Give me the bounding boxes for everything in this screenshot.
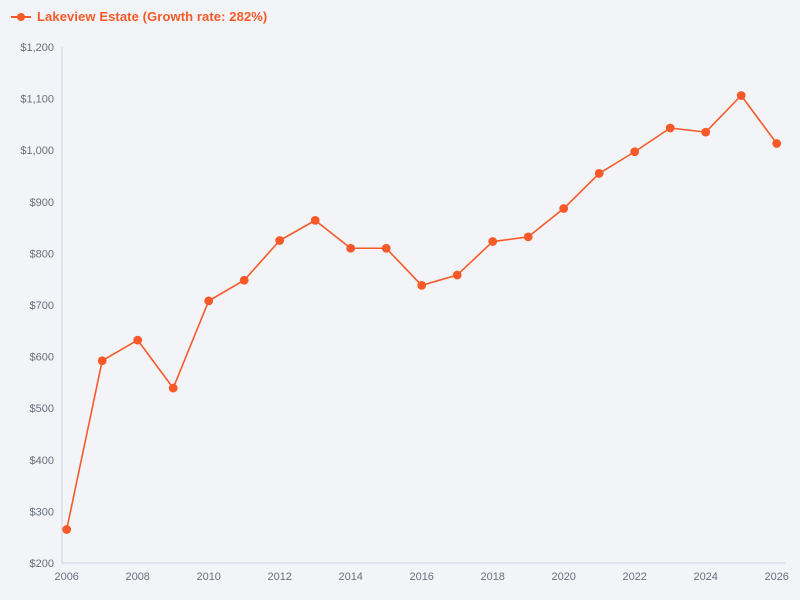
y-axis-tick-label: $400 — [30, 455, 54, 467]
data-point-2016[interactable] — [417, 280, 427, 290]
x-axis-tick-label: 2012 — [267, 571, 291, 583]
data-point-2014[interactable] — [346, 243, 356, 253]
data-point-2024[interactable] — [701, 127, 711, 137]
x-axis-tick-label: 2010 — [196, 571, 220, 583]
data-point-2012[interactable] — [275, 236, 285, 245]
x-axis-tick-label: 2014 — [338, 571, 362, 583]
data-point-2026[interactable] — [772, 139, 782, 148]
data-point-2015[interactable] — [381, 243, 391, 253]
data-point-2010[interactable] — [204, 296, 214, 306]
data-point-2013[interactable] — [310, 215, 320, 225]
y-axis-tick-label: $600 — [30, 352, 54, 364]
x-axis-tick-label: 2018 — [480, 571, 504, 583]
axis-lines — [61, 47, 785, 564]
data-point-2011[interactable] — [239, 275, 249, 285]
data-point-2021[interactable] — [594, 169, 604, 178]
legend-label: Lakeview Estate (Growth rate: 282%) — [37, 9, 268, 24]
x-axis-tick-label: 2026 — [764, 571, 788, 583]
data-point-2023[interactable] — [665, 123, 675, 133]
y-axis-tick-label: $200 — [30, 558, 54, 570]
data-point-2017[interactable] — [452, 270, 462, 280]
data-point-2025[interactable] — [736, 91, 746, 100]
y-axis-tick-label: $300 — [30, 506, 54, 518]
legend-item[interactable]: Lakeview Estate (Growth rate: 282%) — [11, 9, 267, 24]
y-axis-tick-label: $700 — [30, 300, 54, 312]
y-axis-tick-label: $1,000 — [20, 145, 54, 157]
x-axis-tick-label: 2022 — [622, 571, 646, 583]
data-point-2019[interactable] — [523, 232, 533, 242]
data-point-2008[interactable] — [133, 335, 143, 345]
x-axis-tick-label: 2024 — [693, 571, 717, 583]
data-point-2018[interactable] — [488, 237, 498, 246]
data-point-2007[interactable] — [97, 356, 107, 366]
data-point-2009[interactable] — [168, 383, 178, 393]
y-axis-tick-label: $900 — [30, 197, 54, 209]
series-line — [65, 94, 778, 531]
data-point-2022[interactable] — [630, 147, 640, 157]
x-axis-tick-label: 2016 — [409, 571, 433, 583]
data-point-2020[interactable] — [559, 204, 569, 213]
y-axis-tick-label: $1,100 — [20, 94, 54, 106]
y-axis-tick-label: $1,200 — [20, 42, 54, 54]
data-point-2006[interactable] — [62, 525, 72, 534]
x-axis-tick-label: 2008 — [125, 571, 149, 583]
series-line-marker-icon — [11, 12, 31, 21]
x-axis-tick-label: 2020 — [551, 571, 575, 583]
x-axis-tick-label: 2006 — [54, 571, 78, 583]
y-axis-tick-label: $800 — [30, 248, 54, 260]
y-axis-tick-label: $500 — [30, 403, 54, 415]
